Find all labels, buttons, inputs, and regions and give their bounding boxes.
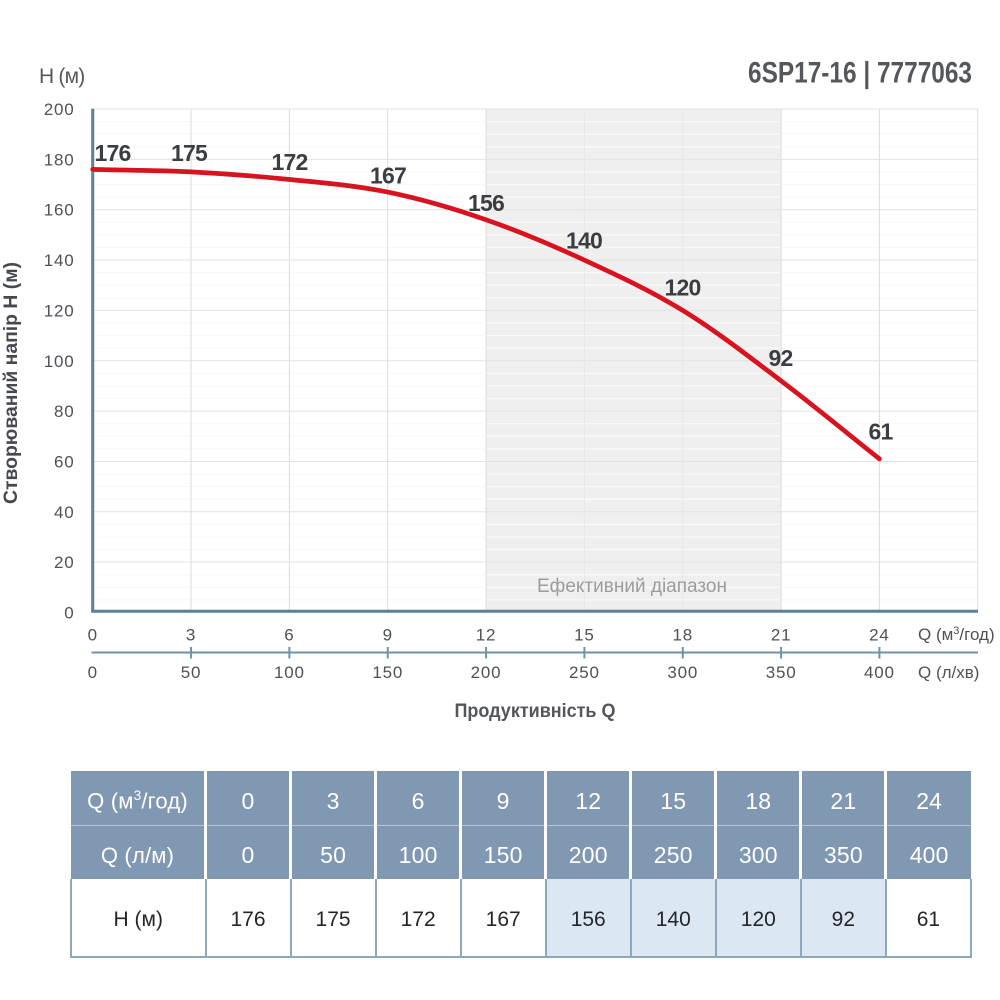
svg-text:6SP17-16 | 7777063: 6SP17-16 | 7777063 — [748, 57, 972, 90]
svg-text:50: 50 — [181, 663, 202, 682]
svg-text:Q (л/хв): Q (л/хв) — [918, 663, 979, 682]
svg-text:200: 200 — [44, 100, 75, 119]
svg-text:0: 0 — [88, 626, 98, 645]
svg-text:40: 40 — [54, 503, 75, 522]
svg-text:6: 6 — [284, 626, 294, 645]
svg-text:200: 200 — [471, 663, 502, 682]
svg-text:100: 100 — [44, 352, 75, 371]
svg-text:160: 160 — [44, 201, 75, 220]
svg-text:300: 300 — [667, 663, 698, 682]
svg-text:0: 0 — [64, 604, 74, 623]
svg-text:120: 120 — [665, 275, 701, 301]
svg-text:60: 60 — [54, 452, 75, 471]
svg-text:400: 400 — [864, 663, 895, 682]
svg-text:21: 21 — [771, 626, 792, 645]
svg-text:140: 140 — [566, 228, 602, 254]
svg-text:H (м): H (м) — [39, 65, 84, 88]
svg-text:80: 80 — [54, 402, 75, 421]
svg-text:156: 156 — [468, 190, 504, 216]
svg-text:167: 167 — [370, 163, 406, 189]
svg-text:15: 15 — [574, 626, 595, 645]
svg-text:140: 140 — [44, 251, 75, 270]
svg-text:Продуктивність Q: Продуктивність Q — [455, 701, 616, 722]
svg-text:180: 180 — [44, 150, 75, 169]
svg-text:Створюваний напір H (м): Створюваний напір H (м) — [0, 262, 22, 504]
svg-text:12: 12 — [476, 626, 497, 645]
svg-text:Ефективний діапазон: Ефективний діапазон — [537, 576, 727, 597]
svg-text:100: 100 — [274, 663, 305, 682]
svg-text:24: 24 — [869, 626, 890, 645]
svg-text:0: 0 — [88, 663, 98, 682]
svg-text:20: 20 — [54, 553, 75, 572]
svg-text:176: 176 — [95, 140, 131, 166]
svg-text:350: 350 — [766, 663, 797, 682]
svg-text:9: 9 — [383, 626, 393, 645]
svg-text:3: 3 — [186, 626, 196, 645]
svg-text:92: 92 — [769, 345, 793, 371]
svg-text:172: 172 — [272, 149, 308, 175]
svg-text:61: 61 — [869, 419, 894, 445]
svg-text:175: 175 — [171, 140, 208, 166]
svg-text:250: 250 — [569, 663, 600, 682]
svg-text:120: 120 — [44, 301, 75, 320]
svg-text:18: 18 — [672, 626, 693, 645]
svg-text:150: 150 — [372, 663, 403, 682]
svg-text:Q (м3/год): Q (м3/год) — [918, 625, 995, 644]
